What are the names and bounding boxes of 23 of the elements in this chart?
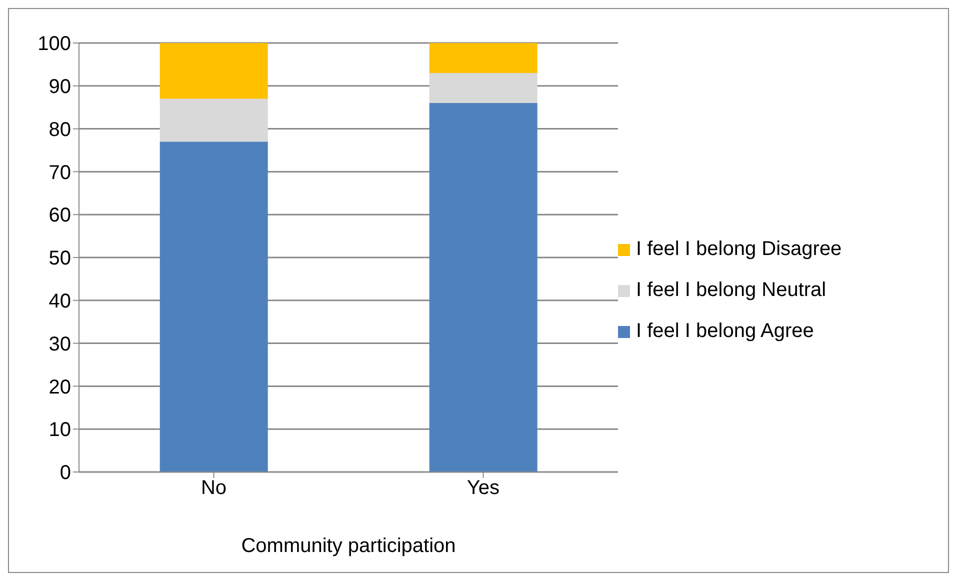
x-tick-label: No — [200, 477, 227, 500]
y-tick-label: 10 — [48, 419, 71, 442]
y-tick-label: 100 — [38, 33, 71, 56]
y-tick-label: 60 — [48, 204, 71, 227]
legend-label: I feel I belong Neutral — [636, 279, 826, 302]
x-tick-label: Yes — [466, 477, 500, 500]
legend-label: I feel I belong Agree — [636, 320, 814, 343]
y-tick-label: 50 — [48, 248, 71, 270]
bar — [429, 73, 538, 104]
y-tick-label: 20 — [48, 376, 71, 398]
bar — [160, 43, 268, 99]
y-tick-label: 0 — [60, 462, 71, 484]
y-tick-label: 70 — [48, 162, 71, 184]
y-tick-label: 90 — [48, 76, 71, 98]
x-axis-title: Community participation — [241, 535, 456, 557]
y-tick-label: 40 — [48, 290, 71, 312]
bar — [160, 98, 268, 142]
y-tick-label: 80 — [48, 118, 71, 141]
legend-label: I feel I belong Disagree — [636, 238, 842, 261]
bar — [429, 103, 538, 472]
y-tick-label: 30 — [48, 333, 71, 356]
bar — [429, 43, 538, 74]
bar — [160, 142, 268, 472]
